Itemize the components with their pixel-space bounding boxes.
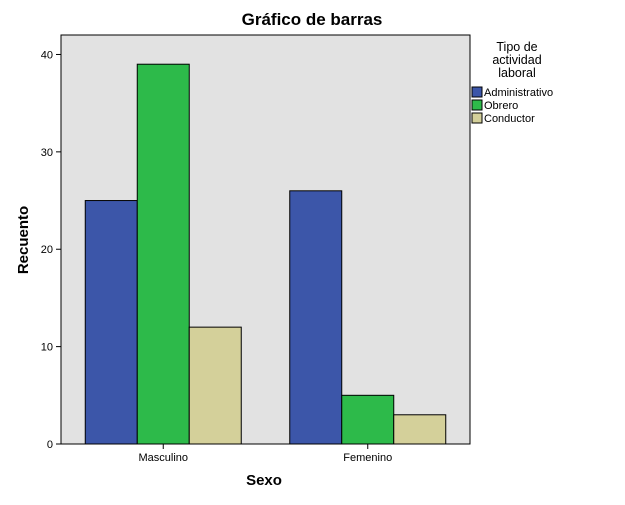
chart-title: Gráfico de barras <box>242 10 383 29</box>
y-tick-label: 20 <box>41 244 53 256</box>
x-axis-label: Sexo <box>246 472 282 489</box>
legend-swatch-conductor <box>471 112 483 124</box>
bar-conductor-masculino <box>188 326 242 445</box>
y-tick-label: 10 <box>41 342 53 354</box>
bar-administrativo-masculino <box>84 200 138 445</box>
y-tick-label: 30 <box>41 147 53 159</box>
bar-obrero-masculino <box>136 63 190 445</box>
legend-label-conductor: Conductor <box>484 113 535 125</box>
legend-label-administrativo: Administrativo <box>484 87 553 99</box>
bar-conductor-femenino <box>393 414 447 445</box>
bar-obrero-femenino <box>341 394 395 445</box>
bar-administrativo-femenino <box>289 190 343 445</box>
y-axis-label: Recuento <box>15 206 32 274</box>
legend-label-obrero: Obrero <box>484 100 518 112</box>
legend-swatch-obrero <box>471 99 483 111</box>
legend-swatch-administrativo <box>471 86 483 98</box>
x-tick-label: Masculino <box>138 452 188 464</box>
x-tick-label: Femenino <box>343 452 392 464</box>
y-tick-label: 0 <box>47 439 53 451</box>
y-tick-label: 40 <box>41 49 53 61</box>
legend-title: Tipo de actividad laboral <box>492 40 541 80</box>
